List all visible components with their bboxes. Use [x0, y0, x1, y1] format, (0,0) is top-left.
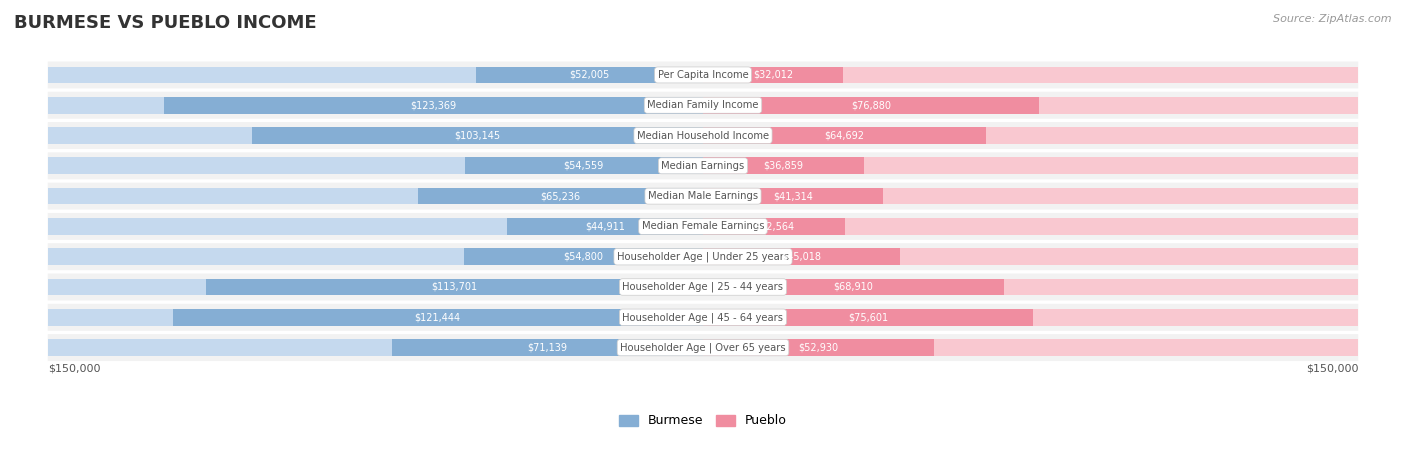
FancyBboxPatch shape [48, 92, 1358, 119]
FancyBboxPatch shape [48, 188, 703, 205]
FancyBboxPatch shape [48, 67, 703, 83]
FancyBboxPatch shape [703, 218, 1358, 235]
FancyBboxPatch shape [464, 157, 703, 174]
Text: $44,911: $44,911 [585, 221, 624, 232]
Text: $68,910: $68,910 [834, 282, 873, 292]
Text: $41,314: $41,314 [773, 191, 813, 201]
Text: $64,692: $64,692 [824, 131, 865, 141]
FancyBboxPatch shape [703, 339, 934, 356]
Text: $32,564: $32,564 [754, 221, 794, 232]
FancyBboxPatch shape [703, 97, 1358, 113]
FancyBboxPatch shape [48, 274, 1358, 300]
FancyBboxPatch shape [48, 309, 703, 325]
Text: $75,601: $75,601 [848, 312, 889, 322]
Text: $76,880: $76,880 [851, 100, 891, 110]
FancyBboxPatch shape [48, 97, 703, 113]
FancyBboxPatch shape [173, 309, 703, 325]
Text: Median Female Earnings: Median Female Earnings [641, 221, 765, 232]
FancyBboxPatch shape [703, 188, 1358, 205]
FancyBboxPatch shape [48, 122, 1358, 149]
Text: Median Earnings: Median Earnings [661, 161, 745, 171]
Text: Householder Age | 25 - 44 years: Householder Age | 25 - 44 years [623, 282, 783, 292]
FancyBboxPatch shape [703, 339, 1358, 356]
FancyBboxPatch shape [48, 279, 703, 295]
FancyBboxPatch shape [703, 279, 1358, 295]
Text: $71,139: $71,139 [527, 343, 568, 353]
FancyBboxPatch shape [48, 183, 1358, 210]
FancyBboxPatch shape [48, 339, 703, 356]
Text: $150,000: $150,000 [48, 363, 100, 373]
Text: Median Male Earnings: Median Male Earnings [648, 191, 758, 201]
Text: $52,005: $52,005 [569, 70, 610, 80]
Text: $45,018: $45,018 [782, 252, 821, 262]
Text: Source: ZipAtlas.com: Source: ZipAtlas.com [1274, 14, 1392, 24]
FancyBboxPatch shape [464, 248, 703, 265]
Text: Householder Age | Over 65 years: Householder Age | Over 65 years [620, 342, 786, 353]
Text: Householder Age | 45 - 64 years: Householder Age | 45 - 64 years [623, 312, 783, 323]
Text: $65,236: $65,236 [540, 191, 581, 201]
FancyBboxPatch shape [703, 67, 842, 83]
FancyBboxPatch shape [207, 279, 703, 295]
Text: Householder Age | Under 25 years: Householder Age | Under 25 years [617, 251, 789, 262]
FancyBboxPatch shape [48, 127, 703, 144]
FancyBboxPatch shape [48, 62, 1358, 88]
FancyBboxPatch shape [48, 243, 1358, 270]
FancyBboxPatch shape [703, 279, 1004, 295]
FancyBboxPatch shape [253, 127, 703, 144]
Text: Per Capita Income: Per Capita Income [658, 70, 748, 80]
FancyBboxPatch shape [506, 218, 703, 235]
FancyBboxPatch shape [703, 248, 1358, 265]
FancyBboxPatch shape [48, 334, 1358, 361]
FancyBboxPatch shape [48, 157, 703, 174]
FancyBboxPatch shape [703, 309, 1358, 325]
FancyBboxPatch shape [48, 304, 1358, 331]
FancyBboxPatch shape [475, 67, 703, 83]
FancyBboxPatch shape [703, 218, 845, 235]
FancyBboxPatch shape [48, 213, 1358, 240]
Text: BURMESE VS PUEBLO INCOME: BURMESE VS PUEBLO INCOME [14, 14, 316, 32]
Text: $54,800: $54,800 [564, 252, 603, 262]
Text: $123,369: $123,369 [411, 100, 457, 110]
FancyBboxPatch shape [48, 152, 1358, 179]
Text: Median Household Income: Median Household Income [637, 131, 769, 141]
FancyBboxPatch shape [703, 97, 1039, 113]
FancyBboxPatch shape [48, 248, 703, 265]
FancyBboxPatch shape [703, 309, 1033, 325]
Text: Median Family Income: Median Family Income [647, 100, 759, 110]
Text: $54,559: $54,559 [564, 161, 605, 171]
Text: $103,145: $103,145 [454, 131, 501, 141]
FancyBboxPatch shape [703, 67, 1358, 83]
FancyBboxPatch shape [703, 127, 986, 144]
FancyBboxPatch shape [703, 188, 883, 205]
Text: $32,012: $32,012 [752, 70, 793, 80]
Text: $52,930: $52,930 [799, 343, 838, 353]
FancyBboxPatch shape [703, 248, 900, 265]
FancyBboxPatch shape [418, 188, 703, 205]
Text: $150,000: $150,000 [1306, 363, 1358, 373]
FancyBboxPatch shape [48, 218, 703, 235]
FancyBboxPatch shape [703, 157, 865, 174]
FancyBboxPatch shape [703, 127, 1358, 144]
Text: $113,701: $113,701 [432, 282, 478, 292]
FancyBboxPatch shape [165, 97, 703, 113]
Legend: Burmese, Pueblo: Burmese, Pueblo [619, 415, 787, 427]
Text: $36,859: $36,859 [763, 161, 803, 171]
Text: $121,444: $121,444 [415, 312, 461, 322]
FancyBboxPatch shape [392, 339, 703, 356]
FancyBboxPatch shape [703, 157, 1358, 174]
